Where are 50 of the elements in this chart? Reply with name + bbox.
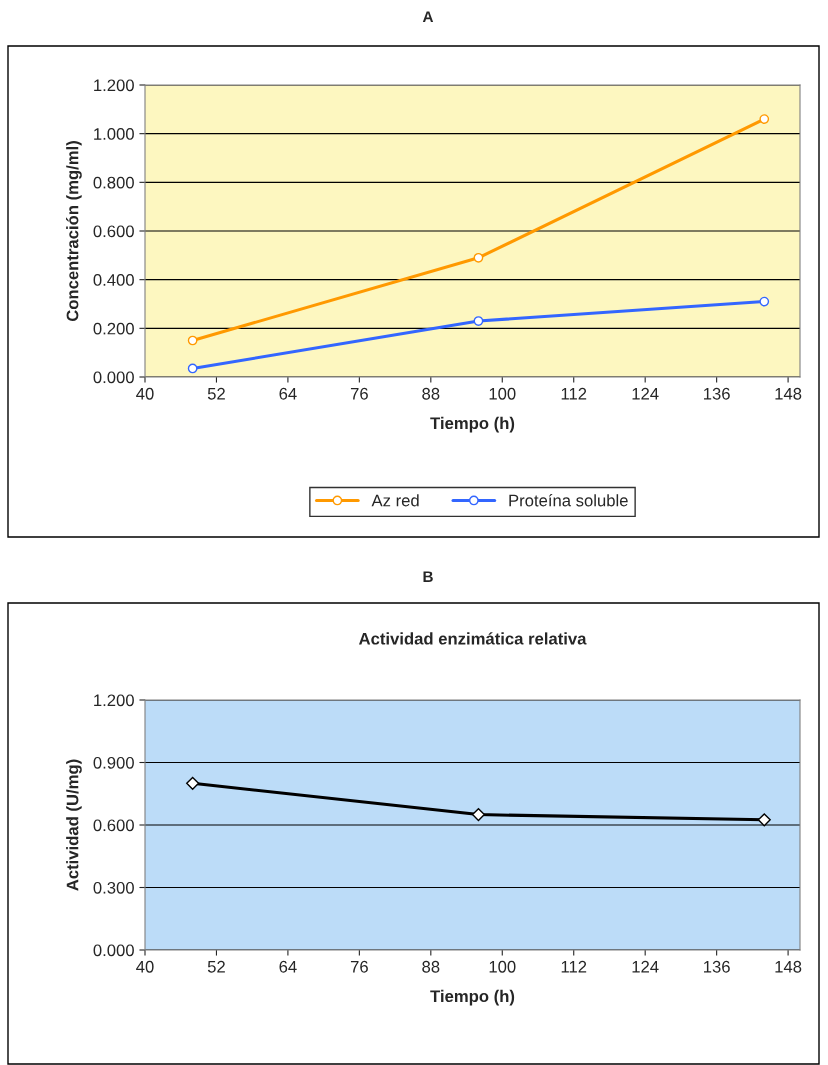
point [473, 252, 484, 263]
x-tick-label: 76 [350, 387, 368, 400]
y-tick-label: 0.200 [93, 322, 134, 335]
y-tick-label: 0.400 [93, 274, 134, 286]
point [187, 363, 198, 374]
y-tick-label: 0.800 [93, 176, 134, 189]
point [473, 316, 484, 326]
point [759, 114, 770, 124]
point [187, 335, 198, 346]
x-tick-label: 112 [561, 960, 587, 973]
y-tick-label: 0.000 [93, 944, 134, 957]
x-tick-label: 52 [207, 387, 225, 400]
y-axis-title: Concentración (mg/ml) [66, 141, 82, 322]
y-tick-label: 0.300 [93, 881, 134, 894]
point [757, 813, 771, 827]
legend-label: Proteína soluble [509, 494, 628, 507]
y-tick-label: 0.600 [93, 819, 134, 832]
chart-title: Actividad enzimática relativa [358, 632, 587, 645]
x-tick-label: 100 [489, 960, 516, 973]
x-tick-label: 52 [207, 960, 225, 973]
x-tick-label: 148 [775, 960, 802, 973]
y-tick-label: 0.000 [93, 371, 134, 384]
x-tick-label: 112 [561, 387, 587, 400]
y-tick-label: 0.600 [93, 225, 134, 238]
x-axis-title: Tiempo (h) [430, 989, 515, 1006]
y-tick-label: 1.200 [94, 79, 134, 92]
x-tick-label: 40 [136, 387, 154, 400]
x-tick-label: 124 [632, 960, 659, 973]
x-tick-label: 88 [422, 960, 440, 973]
legend-label: Az red [371, 494, 419, 507]
text: A [422, 11, 434, 22]
y-axis-title: Actividad (U/mg) [66, 759, 82, 891]
point [471, 807, 486, 822]
x-tick-label: 64 [279, 387, 297, 400]
x-tick-label: 100 [489, 387, 516, 400]
x-tick-label: 124 [632, 387, 659, 400]
x-tick-label: 148 [775, 387, 802, 400]
x-tick-label: 136 [704, 387, 730, 400]
y-tick-label: 1.200 [94, 694, 134, 707]
y-tick-label: 0.900 [93, 756, 134, 769]
x-axis-title: Tiempo (h) [430, 416, 515, 433]
x-tick-label: 88 [422, 387, 440, 400]
x-tick-label: 76 [350, 960, 368, 973]
x-tick-label: 64 [279, 960, 297, 973]
point [186, 776, 200, 790]
y-tick-label: 1.000 [94, 128, 134, 140]
x-tick-label: 40 [136, 960, 154, 973]
point [759, 296, 770, 307]
text: B [423, 571, 433, 582]
x-tick-label: 136 [704, 960, 730, 973]
